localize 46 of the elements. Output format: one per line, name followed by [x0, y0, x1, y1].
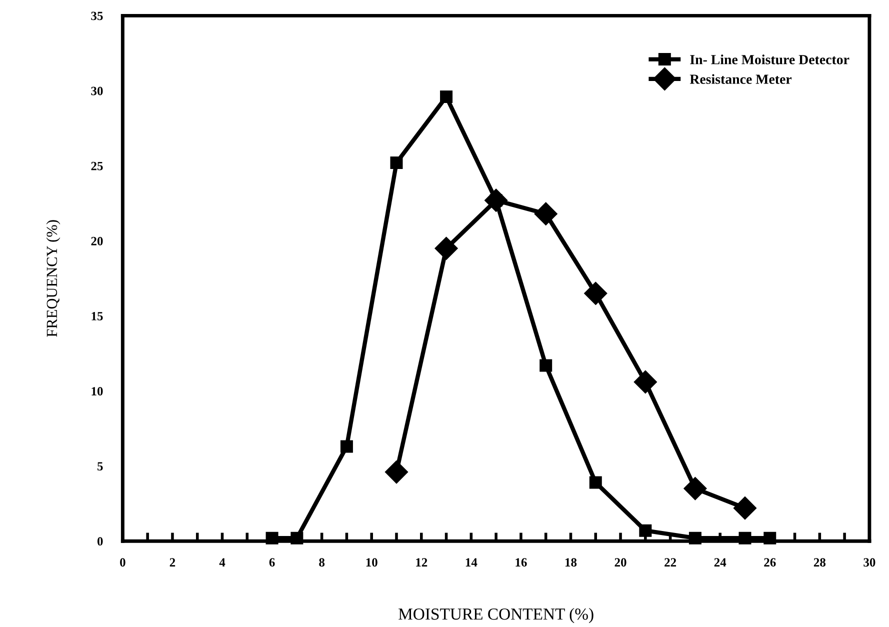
y-tick-label: 25: [91, 162, 103, 170]
point: [440, 90, 453, 103]
x-tick-label: 14: [466, 558, 478, 566]
y-tick-label: 10: [92, 387, 103, 396]
legend-label: In- Line Moisture Detector: [690, 54, 850, 64]
point: [290, 532, 304, 544]
y-tick-label: 35: [91, 12, 103, 20]
x-tick-label: 24: [714, 558, 726, 566]
x-tick-label: 16: [516, 558, 527, 567]
x-tick-label: 26: [764, 558, 776, 567]
y-tick-label: 0: [97, 537, 103, 546]
y-tick-label: 15: [92, 312, 103, 320]
point: [639, 524, 652, 537]
point: [390, 156, 403, 170]
legend-label: Resistance Meter: [690, 74, 792, 84]
point: [384, 460, 408, 484]
point: [764, 532, 776, 544]
x-tick-label: 28: [814, 558, 826, 567]
x-axis-title: MOISTURE CONTENT (%): [398, 608, 594, 624]
point: [584, 282, 608, 305]
x-tick-label: 0: [120, 558, 126, 567]
point: [738, 532, 752, 544]
y-tick-label: 30: [91, 86, 103, 96]
point: [434, 236, 458, 260]
x-tick-label: 22: [664, 558, 676, 566]
x-tick-label: 18: [565, 558, 577, 567]
point: [340, 440, 353, 453]
x-tick-label: 12: [416, 558, 428, 566]
point: [684, 477, 707, 500]
x-tick-label: 10: [366, 558, 378, 567]
y-tick-label: 5: [97, 462, 103, 470]
x-tick-label: 4: [219, 558, 226, 566]
point: [534, 202, 558, 226]
x-tick-label: 6: [269, 558, 275, 567]
x-tick-label: 2: [170, 558, 176, 566]
y-axis-title: FREQUENCY (%): [46, 220, 60, 337]
point: [733, 496, 756, 520]
point: [634, 370, 657, 394]
point: [688, 532, 702, 544]
point: [589, 476, 602, 489]
x-tick-label: 8: [319, 558, 325, 567]
point: [266, 532, 278, 544]
y-tick-label: 20: [91, 236, 103, 246]
x-tick-label: 30: [864, 558, 876, 567]
x-tick-label: 20: [614, 558, 626, 567]
point: [540, 359, 552, 372]
